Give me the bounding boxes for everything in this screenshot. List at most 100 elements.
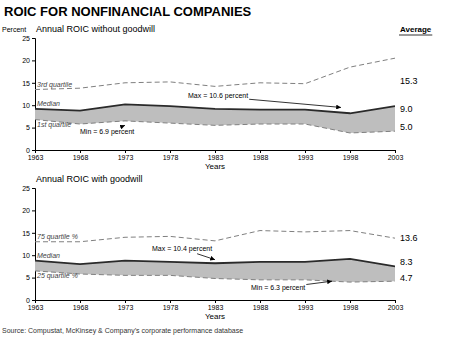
y-tick-label: 15 (22, 230, 30, 237)
y-tick: 0 (26, 147, 35, 154)
x-tick-label: 1963 (28, 304, 44, 311)
x-tick-mark (260, 300, 261, 303)
y-tick-label: 0 (26, 297, 30, 304)
y-tick-mark (32, 300, 35, 301)
x-tick-label: 1998 (343, 304, 359, 311)
x-tick-label: 1968 (73, 154, 89, 161)
x-tick-mark (305, 300, 306, 303)
x-tick-mark (125, 150, 126, 153)
series-label: Median (37, 252, 60, 259)
x-tick-mark (260, 150, 261, 153)
x-tick: 1988 (253, 150, 269, 161)
y-tick-mark (32, 210, 35, 211)
y-tick-mark (32, 128, 35, 129)
y-tick-label: 5 (26, 124, 30, 131)
y-tick-mark (32, 105, 35, 106)
average-value: 9.0 (400, 104, 413, 114)
x-axis: 1963 1968 1973 1978 1983 1988 1993 1998 2003 (28, 300, 404, 311)
x-tick-label: 1963 (28, 154, 44, 161)
y-tick: 25 (22, 185, 35, 192)
x-tick: 1973 (118, 300, 134, 311)
y-tick: 15 (22, 80, 35, 87)
annotation: Min = 6.3 percent (251, 284, 305, 292)
plot-area (35, 231, 395, 283)
y-tick: 10 (22, 102, 35, 109)
x-axis: 196319681973197819831988199319982003 (28, 150, 404, 161)
annotation: Max = 10.6 percent (188, 92, 248, 100)
x-tick: 1993 (298, 300, 314, 311)
x-tick: 1978 (163, 300, 179, 311)
annotation-arrow (197, 254, 215, 260)
series-line (35, 271, 395, 282)
annotation: Max = 10.4 percent (152, 245, 212, 253)
x-tick-label: 1993 (298, 154, 314, 161)
x-tick-mark (80, 300, 81, 303)
average-value: 4.7 (400, 273, 413, 283)
series-line (35, 231, 395, 242)
y-tick: 10 (22, 252, 35, 259)
annotation: Min = 6.9 percent (80, 128, 134, 136)
y-tick: 5 (26, 274, 35, 281)
average-value: 8.3 (400, 257, 413, 267)
average-header: Average (400, 25, 432, 34)
y-tick-label: 20 (22, 57, 30, 64)
source: Source: Compustat, McKinsey & Company’s … (2, 327, 243, 335)
chart-title: Annual ROIC with goodwill (36, 174, 143, 184)
x-tick-label: 1968 (73, 304, 89, 311)
x-axis-line (36, 301, 396, 304)
average-value: 5.0 (400, 122, 413, 132)
x-tick-label: 2003 (388, 154, 404, 161)
x-tick-mark (215, 300, 216, 303)
x-tick-label: 1983 (208, 304, 224, 311)
y-tick-label: 25 (22, 35, 30, 42)
x-tick: 1963 (28, 300, 44, 311)
y-tick: 5 (26, 124, 35, 131)
chart-container: ROIC FOR NONFINANCIAL COMPANIES Average So… (0, 0, 450, 338)
title: ROIC FOR NONFINANCIAL COMPANIES (4, 4, 252, 19)
series-label: 3rd quartile (37, 81, 72, 89)
y-tick-label: 25 (22, 185, 30, 192)
x-tick-label: 1978 (163, 154, 179, 161)
annotation-arrow (120, 125, 125, 127)
average-underline (399, 35, 432, 36)
series-label: Median (37, 100, 60, 107)
y-tick: 25 (22, 35, 35, 42)
panel: Annual ROIC without goodwill Percent 1963 1… (2, 24, 418, 171)
x-tick-label: 1988 (253, 304, 269, 311)
x-tick-mark (350, 300, 351, 303)
series-line (35, 259, 395, 267)
chart-title: Annual ROIC without goodwill (36, 24, 155, 34)
y-tick-label: 15 (22, 80, 30, 87)
y-axis-line (32, 189, 36, 301)
x-axis-label: Years (205, 312, 225, 321)
y-axis-label: Percent (2, 26, 26, 33)
x-tick: 1998 (343, 300, 359, 311)
x-tick: 1963 (28, 150, 44, 161)
x-tick: 1968 (73, 150, 89, 161)
y-axis-line (32, 39, 36, 151)
y-tick-mark (32, 255, 35, 256)
annotation-arrow (249, 99, 341, 107)
y-tick: 15 (22, 230, 35, 237)
y-tick-mark (32, 38, 35, 39)
x-tick-mark (395, 150, 396, 153)
x-tick-mark (395, 300, 396, 303)
y-tick: 0 (26, 297, 35, 304)
x-tick-label: 1983 (208, 154, 224, 161)
y-tick-mark (32, 83, 35, 84)
x-tick-mark (305, 150, 306, 153)
y-tick-mark (32, 60, 35, 61)
y-tick-mark (32, 188, 35, 189)
average-value: 13.6 (400, 233, 418, 243)
x-tick-mark (215, 150, 216, 153)
y-axis: 0 5 10 15 20 25 (22, 35, 35, 154)
x-tick-label: 2003 (388, 304, 404, 311)
y-tick-label: 5 (26, 274, 30, 281)
x-tick-label: 1988 (253, 154, 269, 161)
x-tick: 1998 (343, 150, 359, 161)
annotation-arrow (306, 281, 332, 284)
y-tick-mark (32, 278, 35, 279)
series-label: 75 quartile % (37, 233, 78, 241)
y-tick-label: 10 (22, 102, 30, 109)
x-tick-mark (80, 150, 81, 153)
